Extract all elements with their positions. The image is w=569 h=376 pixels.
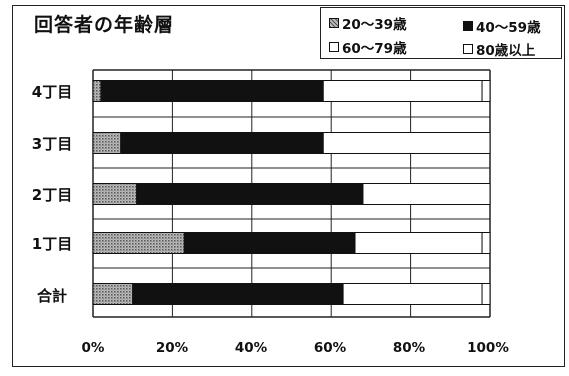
bar-segment: [132, 283, 344, 305]
bar-segment: [322, 80, 483, 102]
category-label: 合計: [36, 287, 67, 305]
tick-label: 40%: [234, 340, 268, 356]
legend-item-series-3: 80歳以上: [463, 39, 535, 59]
tick-label: 100%: [467, 340, 509, 356]
tick-label: 80%: [392, 340, 426, 356]
bar-segment: [100, 80, 324, 102]
legend-label: 60～79歳: [342, 41, 407, 57]
legend-swatch-white: [329, 42, 339, 52]
legend-swatch-white: [463, 44, 473, 54]
chart-title: 回答者の年齢層: [34, 14, 175, 36]
legend: 20～39歳 40～59歳 60～79歳 80歳以上: [320, 7, 562, 59]
bar-segment: [362, 183, 491, 205]
legend-swatch-solid-black: [463, 21, 473, 31]
bar-segment: [354, 232, 483, 254]
legend-item-series-1: 40～59歳: [463, 16, 541, 36]
bar-segment: [342, 283, 483, 305]
category-label: 3丁目: [31, 135, 73, 153]
category-label: 4丁目: [31, 83, 73, 101]
bar-segment: [92, 232, 185, 254]
legend-label: 20～39歳: [342, 17, 407, 33]
tick-label: 20%: [155, 340, 189, 356]
tick-label: 60%: [313, 340, 347, 356]
bar-segment: [481, 232, 491, 254]
bar-segment: [92, 183, 138, 205]
legend-item-series-0: 20～39歳: [329, 13, 407, 33]
legend-item-series-2: 60～79歳: [329, 37, 407, 57]
bar-segment: [481, 283, 491, 305]
legend-label: 40～59歳: [476, 20, 541, 36]
bar-segment: [322, 132, 491, 154]
bar-segment: [183, 232, 356, 254]
bar-segment: [136, 183, 364, 205]
legend-swatch-dotted-gray: [329, 18, 339, 28]
bar-segment: [92, 132, 122, 154]
tick-label: 0%: [81, 340, 105, 356]
category-label: 1丁目: [31, 235, 73, 253]
bar-segment: [120, 132, 324, 154]
bar-segment: [92, 80, 102, 102]
legend-label: 80歳以上: [476, 43, 536, 59]
category-label: 2丁目: [31, 186, 73, 204]
chart-frame: [12, 5, 565, 367]
bar-segment: [92, 283, 134, 305]
bar-segment: [481, 80, 491, 102]
